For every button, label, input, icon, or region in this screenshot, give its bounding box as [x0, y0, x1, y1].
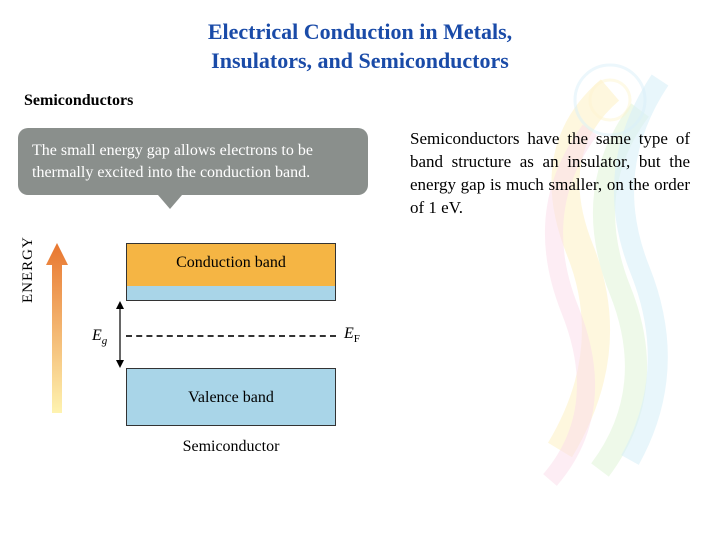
energy-gap-label: Eg	[92, 327, 107, 347]
body-paragraph: Semiconductors have the same type of ban…	[410, 128, 690, 220]
background-decoration	[460, 50, 720, 500]
energy-gap-arrow-icon	[116, 301, 124, 368]
title-line-1: Electrical Conduction in Metals,	[208, 19, 512, 44]
title-line-2: Insulators, and Semiconductors	[211, 48, 509, 73]
diagram-caption: Semiconductor	[126, 438, 336, 456]
fermi-level-label: EF	[344, 325, 360, 345]
page-title: Electrical Conduction in Metals, Insulat…	[0, 0, 720, 75]
conduction-band-label: Conduction band	[127, 254, 335, 272]
energy-axis-label: ENERGY	[20, 236, 37, 303]
valence-band: Valence band	[126, 368, 336, 426]
energy-arrow-icon	[46, 243, 68, 413]
valence-band-label: Valence band	[127, 389, 335, 407]
conduction-band: Conduction band	[126, 243, 336, 301]
callout-box: The small energy gap allows electrons to…	[18, 128, 368, 195]
band-diagram: The small energy gap allows electrons to…	[18, 128, 398, 508]
valence-thin-fill	[127, 369, 335, 383]
bands-area: ENERGY Conduction band EF Eg	[18, 243, 398, 503]
section-subtitle: Semiconductors	[24, 92, 133, 110]
conduction-thin-fill	[127, 286, 335, 300]
fermi-level-line	[126, 335, 336, 337]
